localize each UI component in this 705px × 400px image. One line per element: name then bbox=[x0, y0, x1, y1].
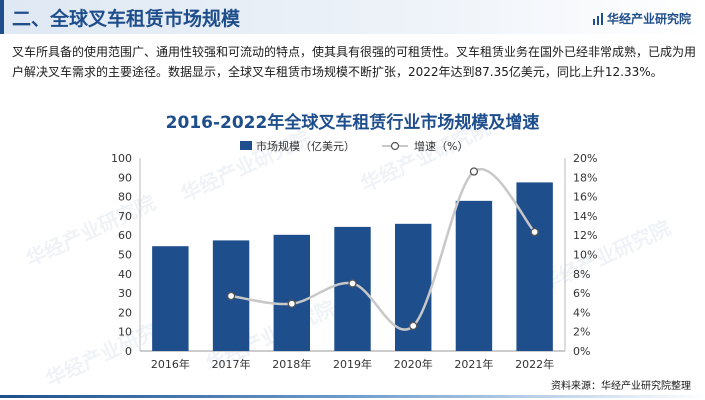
right-tick-label: 12% bbox=[573, 229, 597, 242]
left-tick-label: 40 bbox=[118, 268, 132, 281]
section-title: 二、全球叉车租赁市场规模 bbox=[12, 8, 241, 30]
bar bbox=[395, 223, 432, 351]
header-accent-bar bbox=[0, 0, 4, 34]
legend-bar-swatch bbox=[240, 141, 252, 150]
growth-point bbox=[287, 299, 296, 308]
brand-logo: 华经产业研究院 bbox=[592, 10, 691, 27]
left-tick-label: 80 bbox=[118, 191, 132, 204]
bottom-rule bbox=[0, 395, 705, 398]
right-tick-label: 18% bbox=[573, 171, 597, 184]
x-tick-label: 2019年 bbox=[333, 357, 372, 371]
growth-point bbox=[409, 321, 418, 331]
x-tick-label: 2020年 bbox=[394, 357, 433, 371]
left-tick-label: 100 bbox=[111, 152, 132, 165]
left-tick-label: 70 bbox=[118, 210, 132, 223]
source-note: 资料来源：华经产业研究院整理 bbox=[551, 381, 691, 392]
bar bbox=[152, 246, 189, 351]
bar bbox=[273, 234, 310, 351]
left-tick-label: 90 bbox=[118, 171, 132, 184]
left-tick-label: 30 bbox=[118, 287, 132, 300]
brand-name: 华经产业研究院 bbox=[606, 12, 691, 26]
right-tick-label: 16% bbox=[573, 191, 597, 204]
right-tick-label: 6% bbox=[573, 287, 590, 300]
left-tick-label: 10 bbox=[118, 326, 132, 339]
right-tick-label: 2% bbox=[573, 326, 590, 339]
legend-bar-label: 市场规模（亿美元） bbox=[256, 139, 355, 153]
left-tick-label: 0 bbox=[125, 345, 132, 358]
bar-line-chart: 0 10 20 30 40 50 60 70 80 90 100 0% 2% 4% 6% 8% 10% 12% 14… bbox=[111, 139, 597, 371]
right-tick-label: 10% bbox=[573, 249, 597, 262]
legend-line-marker bbox=[390, 141, 400, 151]
right-tick-label: 8% bbox=[573, 268, 590, 281]
chart-title: 2016-2022年全球叉车租赁行业市场规模及增速 bbox=[165, 113, 540, 133]
growth-point bbox=[348, 279, 357, 288]
intro-paragraph: 叉车所具备的使用范围广、通用性较强和可流动的特点，使其具有很强的可租赁性。叉车租… bbox=[12, 45, 697, 79]
x-tick-label: 2022年 bbox=[515, 357, 554, 371]
left-tick-label: 50 bbox=[118, 249, 132, 262]
x-tick-label: 2017年 bbox=[212, 357, 251, 371]
left-tick-label: 60 bbox=[118, 229, 132, 242]
x-tick-label: 2018年 bbox=[272, 357, 311, 371]
right-tick-label: 20% bbox=[573, 152, 597, 165]
growth-point bbox=[530, 227, 539, 237]
x-tick-label: 2021年 bbox=[454, 357, 493, 371]
growth-point bbox=[226, 291, 236, 301]
legend-line-label: 增速（%） bbox=[414, 139, 468, 153]
left-tick-label: 20 bbox=[118, 306, 132, 319]
bar bbox=[516, 182, 553, 351]
right-tick-label: 0% bbox=[573, 345, 590, 358]
x-tick-label: 2016年 bbox=[151, 357, 190, 371]
right-tick-label: 4% bbox=[573, 306, 590, 319]
brand-bars-icon bbox=[592, 12, 603, 25]
bar bbox=[334, 226, 371, 351]
right-tick-label: 14% bbox=[573, 210, 597, 223]
section-header: 二、全球叉车租赁市场规模 华经产业研究院 bbox=[0, 0, 705, 34]
growth-point bbox=[469, 167, 479, 176]
bar bbox=[455, 200, 493, 351]
